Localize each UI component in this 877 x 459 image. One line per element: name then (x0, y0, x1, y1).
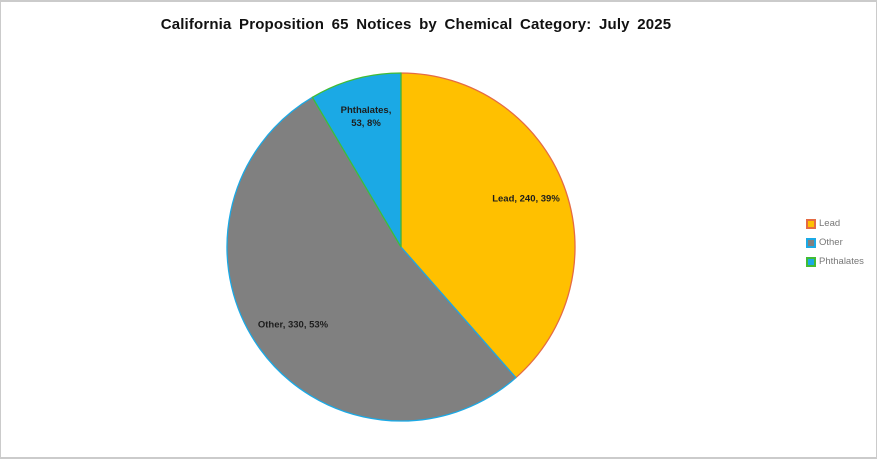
chart-title: California Proposition 65 Notices by Che… (160, 16, 672, 33)
legend-marker-phthalates-icon (806, 256, 816, 267)
pie-slice-lead[interactable] (400, 72, 576, 379)
legend-item-phthalates[interactable]: Phthalates (806, 256, 864, 267)
legend: Lead Other Phthalates (806, 218, 864, 267)
pie-slice-phthalates[interactable] (311, 72, 402, 248)
legend-label-lead: Lead (819, 218, 841, 229)
legend-item-lead[interactable]: Lead (806, 218, 864, 229)
legend-marker-lead-icon (806, 218, 816, 229)
legend-label-phthalates: Phthalates (819, 256, 864, 267)
legend-marker-other-icon (806, 237, 816, 248)
legend-item-other[interactable]: Other (806, 237, 864, 248)
pie-slice-other[interactable] (226, 96, 517, 422)
legend-label-other: Other (819, 237, 843, 248)
